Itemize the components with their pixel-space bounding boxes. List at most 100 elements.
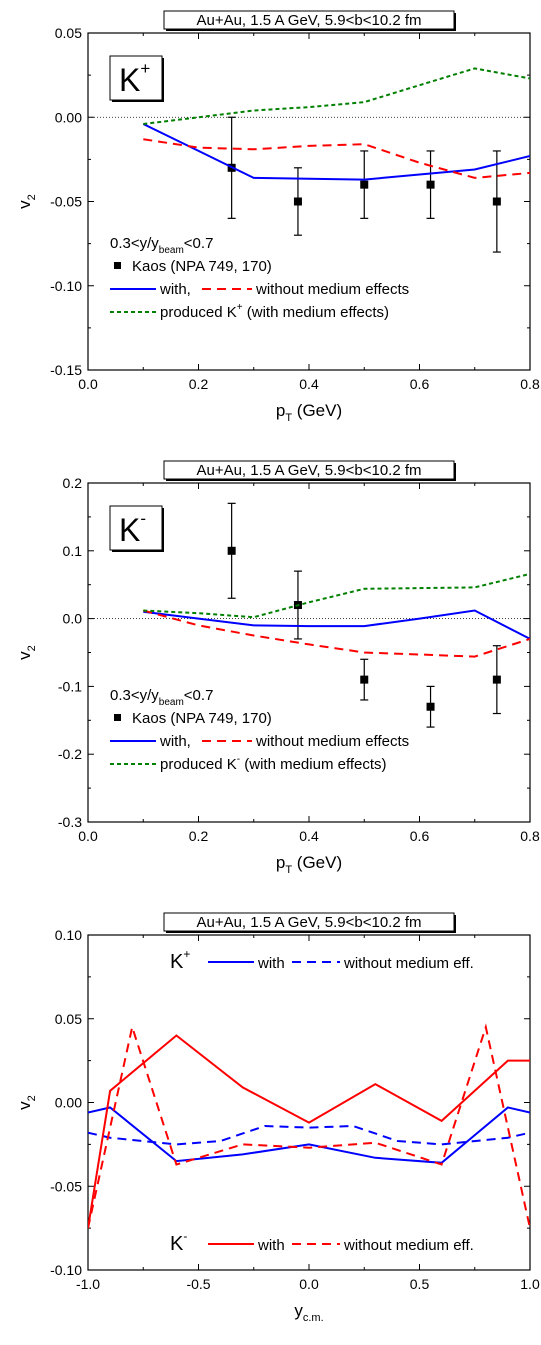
legend-marker [114,714,121,721]
legend-title-subscript: beam [159,245,184,256]
tag-box [109,55,163,101]
y-tick-label: 0.10 [55,927,82,943]
legend-label-pre: produced K [160,756,237,773]
title-box [163,912,455,932]
legend: 0.3<y/ybeam<0.7 Kaos (NPA 749, 170) with, w… [110,235,409,321]
data-point-marker [492,675,501,684]
y-tick-label: -0.10 [50,1262,82,1278]
data-point-marker [426,702,435,711]
y-tick-label: 0.1 [63,543,83,559]
legend-label: without medium effects [255,733,409,750]
legend-label: without medium eff. [343,955,474,972]
x-label-main: y [294,1301,303,1320]
x-tick-label: 0.0 [299,1276,319,1292]
x-tick-label: 0.5 [410,1276,430,1292]
series-line-solid-0 [88,1106,530,1164]
legend-particle-main: K [170,951,184,973]
x-axis-label: pT (GeV) [276,853,342,876]
x-tick-label: -1.0 [76,1276,100,1292]
data-point-marker [293,197,302,206]
tag-box [109,505,163,551]
tag-main: K [119,62,140,98]
chart-panel-1: Au+Au, 1.5 A GeV, 5.9<b<10.2 fm 0.0 0.2 0.4… [15,10,540,424]
legend-marker [114,262,121,269]
y-label-subscript: 2 [26,645,38,651]
x-tick-label: 1.0 [520,1276,540,1292]
data-point-marker [426,180,435,189]
title-box [163,10,455,30]
x-label-subscript: T [285,864,292,876]
y-tick-label: -0.05 [50,194,82,210]
legend-label: produced K+ (with medium effects) [160,302,389,321]
x-tick-label: 0.8 [520,828,540,844]
legend-label: produced K- (with medium effects) [160,754,387,773]
y-axis: -0.15 -0.10 -0.05 0.00 0.05 [50,25,530,378]
title-text: Au+Au, 1.5 A GeV, 5.9<b<10.2 fm [196,12,421,29]
series-line-solid-2 [88,1034,530,1229]
legend-label: Kaos (NPA 749, 170) [132,258,272,275]
x-label-main: p [276,401,285,420]
x-tick-label: 0.8 [520,376,540,392]
legend-label-sup: - [237,754,240,765]
legend-title-subscript: beam [159,697,184,708]
x-label-subscript: c.m. [303,1312,324,1324]
legend-label-sup: + [237,302,243,313]
legend-label-post: (with medium effects) [240,756,386,773]
legend-label: with, [159,733,191,750]
legend-particle-sup: - [183,1229,187,1243]
y-tick-label: 0.00 [55,1095,82,1111]
series-line-solid-1 [143,609,530,640]
series-group [143,502,530,728]
series-line-dash-2 [143,609,530,658]
legend-label-post: (with medium effects) [243,304,389,321]
legend-label-pre: produced K [160,304,237,321]
x-tick-label: 0.0 [78,828,98,844]
legend-particle-sup: + [183,947,190,961]
y-tick-label: -0.2 [58,746,82,762]
y-axis-label: v2 [15,1095,38,1110]
data-point-marker [360,180,369,189]
series-line-dot-3 [143,67,530,125]
legend-label: without medium eff. [343,1237,474,1254]
series-line-solid-1 [142,123,530,181]
legend-particle-main: K [170,1233,184,1255]
y-label-main: v [15,1101,34,1110]
particle-tag: K+ [109,55,164,102]
x-axis-label: yc.m. [294,1301,323,1324]
series-line-dash-2 [143,138,530,179]
y-tick-label: -0.3 [58,814,82,830]
title-text: Au+Au, 1.5 A GeV, 5.9<b<10.2 fm [196,462,421,479]
series-line-dash-3 [88,1023,530,1229]
x-axis: 0.0 0.2 0.4 0.6 0.8 [78,33,540,392]
x-axis: -1.0 -0.5 0.0 0.5 1.0 [76,935,540,1292]
legend: 0.3<y/ybeam<0.7 Kaos (NPA 749, 170) with, w… [110,687,409,773]
chart-panel-2: Au+Au, 1.5 A GeV, 5.9<b<10.2 fm 0.0 0.2 0.4… [15,460,540,876]
legend-title-post: <0.7 [184,687,214,704]
x-tick-label: 0.0 [78,376,98,392]
legend-title-post: <0.7 [184,235,214,252]
chart-title: Au+Au, 1.5 A GeV, 5.9<b<10.2 fm [163,460,456,481]
legend: K+with without medium eff.K-with without m… [170,947,474,1255]
title-box [163,460,455,480]
x-tick-label: 0.4 [299,828,319,844]
legend-label: with [257,1237,285,1254]
y-tick-label: -0.15 [50,362,82,378]
data-point-marker [360,675,369,684]
legend-label: Kaos (NPA 749, 170) [132,710,272,727]
x-axis-label: pT (GeV) [276,401,342,424]
y-label-main: v [15,651,34,660]
y-tick-label: -0.1 [58,678,82,694]
legend-title: 0.3<y/ybeam<0.7 [110,235,213,256]
tag-superscript: - [140,509,146,528]
data-point-marker [492,197,501,206]
y-axis: -0.3 -0.2 -0.1 0.0 0.1 0.2 [58,475,530,830]
chart-title: Au+Au, 1.5 A GeV, 5.9<b<10.2 fm [163,912,456,933]
x-label-rest: (GeV) [292,853,342,872]
x-tick-label: -0.5 [186,1276,210,1292]
y-tick-label: 0.0 [63,611,83,627]
y-tick-label: -0.05 [50,1178,82,1194]
x-label-subscript: T [285,412,292,424]
x-label-main: p [276,853,285,872]
legend-title-pre: 0.3<y/y [110,235,159,252]
